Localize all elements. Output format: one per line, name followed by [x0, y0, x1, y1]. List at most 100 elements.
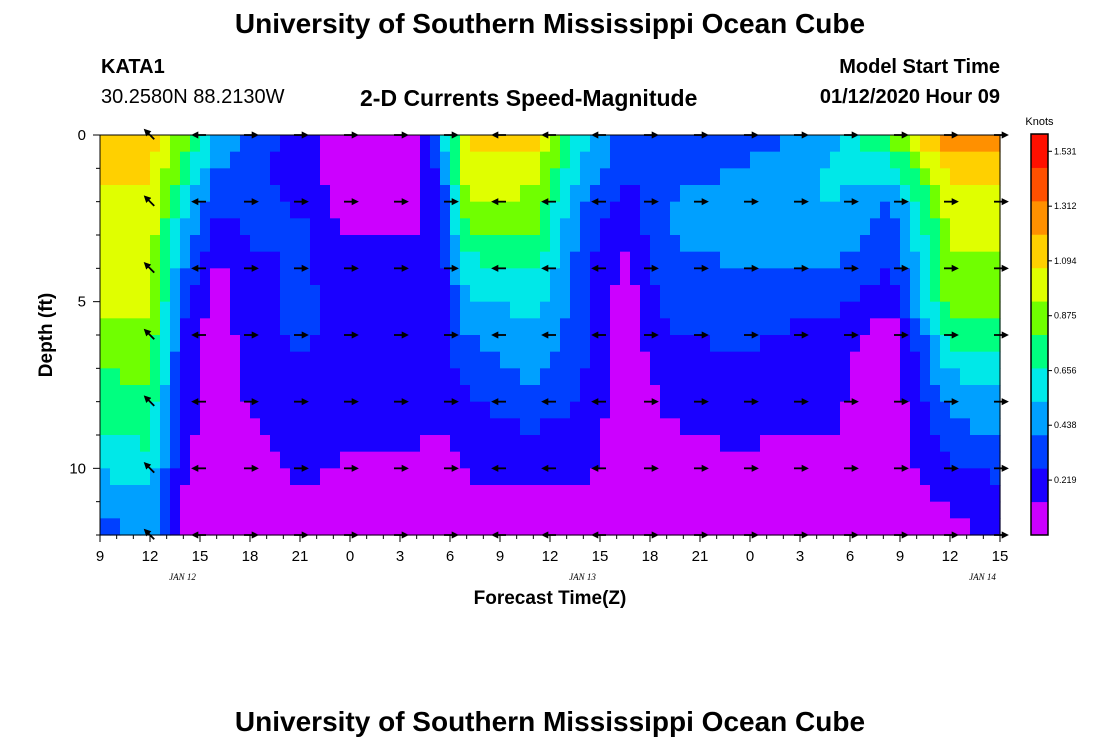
heatmap-cell	[750, 285, 761, 303]
heatmap-cell	[100, 418, 111, 436]
heatmap-cell	[200, 501, 211, 519]
heatmap-cell	[780, 168, 791, 186]
heatmap-cell	[780, 151, 791, 169]
heatmap-cell	[650, 485, 661, 503]
heatmap-cell	[110, 285, 121, 303]
heatmap-cell	[250, 418, 261, 436]
heatmap-cell	[740, 485, 751, 503]
heatmap-cell	[300, 318, 311, 336]
heatmap-cell	[680, 235, 691, 253]
heatmap-cell	[400, 451, 411, 469]
heatmap-cell	[500, 268, 511, 286]
heatmap-cell	[930, 185, 941, 203]
heatmap-cell	[850, 318, 861, 336]
heatmap-cell	[160, 151, 171, 169]
heatmap-cell	[560, 218, 571, 236]
heatmap-cell	[190, 185, 201, 203]
heatmap-cell	[410, 485, 421, 503]
heatmap-cell	[360, 168, 371, 186]
heatmap-cell	[290, 285, 301, 303]
heatmap-cell	[200, 251, 211, 269]
heatmap-cell	[520, 251, 531, 269]
heatmap-cell	[230, 385, 241, 403]
heatmap-cell	[760, 185, 771, 203]
heatmap-cell	[170, 451, 181, 469]
heatmap-cell	[450, 401, 461, 419]
heatmap-cell	[960, 301, 971, 319]
heatmap-cell	[380, 135, 391, 153]
heatmap-cell	[890, 335, 901, 353]
heatmap-cell	[440, 268, 451, 286]
heatmap-cell	[760, 285, 771, 303]
heatmap-cell	[620, 185, 631, 203]
heatmap-cell	[550, 485, 561, 503]
heatmap-cell	[430, 485, 441, 503]
heatmap-cell	[900, 485, 911, 503]
heatmap-cell	[270, 335, 281, 353]
heatmap-cell	[200, 218, 211, 236]
heatmap-cell	[960, 385, 971, 403]
heatmap-cell	[370, 151, 381, 169]
heatmap-cell	[140, 235, 151, 253]
heatmap-cell	[850, 401, 861, 419]
heatmap-cell	[270, 301, 281, 319]
heatmap-cell	[890, 368, 901, 386]
heatmap-cell	[220, 301, 231, 319]
heatmap-cell	[760, 218, 771, 236]
heatmap-cell	[590, 418, 601, 436]
heatmap-cell	[350, 151, 361, 169]
heatmap-cell	[830, 301, 841, 319]
heatmap-cell	[400, 285, 411, 303]
heatmap-cell	[100, 235, 111, 253]
heatmap-cell	[770, 285, 781, 303]
heatmap-cell	[910, 151, 921, 169]
heatmap-cell	[210, 518, 221, 536]
heatmap-cell	[770, 518, 781, 536]
heatmap-cell	[350, 185, 361, 203]
heatmap-cell	[300, 268, 311, 286]
heatmap-cell	[960, 368, 971, 386]
heatmap-cell	[240, 435, 251, 453]
heatmap-cell	[520, 418, 531, 436]
heatmap-cell	[370, 368, 381, 386]
heatmap-cell	[850, 235, 861, 253]
heatmap-cell	[680, 268, 691, 286]
heatmap-cell	[140, 218, 151, 236]
heatmap-cell	[170, 268, 181, 286]
heatmap-cell	[400, 435, 411, 453]
heatmap-cell	[610, 268, 621, 286]
heatmap-cell	[140, 351, 151, 369]
heatmap-cell	[540, 301, 551, 319]
heatmap-cell	[460, 335, 471, 353]
heatmap-cell	[580, 185, 591, 203]
heatmap-cell	[660, 168, 671, 186]
heatmap-cell	[790, 285, 801, 303]
heatmap-cell	[180, 185, 191, 203]
current-vector-arrow	[143, 328, 155, 340]
heatmap-cell	[500, 351, 511, 369]
heatmap-cell	[600, 268, 611, 286]
heatmap-cell	[570, 151, 581, 169]
heatmap-cell	[100, 168, 111, 186]
heatmap-cell	[190, 351, 201, 369]
heatmap-cell	[440, 368, 451, 386]
heatmap-cell	[940, 268, 951, 286]
heatmap-cell	[910, 468, 921, 486]
heatmap-cell	[140, 385, 151, 403]
heatmap-cell	[470, 318, 481, 336]
heatmap-cell	[570, 435, 581, 453]
heatmap-cell	[720, 218, 731, 236]
heatmap-cell	[520, 268, 531, 286]
heatmap-cell	[780, 318, 791, 336]
heatmap-cell	[610, 418, 621, 436]
heatmap-cell	[950, 185, 961, 203]
heatmap-cell	[590, 435, 601, 453]
heatmap-cell	[570, 518, 581, 536]
heatmap-cell	[550, 451, 561, 469]
heatmap-cell	[830, 251, 841, 269]
x-tick-label: 15	[192, 548, 209, 565]
heatmap-cell	[230, 351, 241, 369]
heatmap-cell	[100, 368, 111, 386]
heatmap-cell	[910, 285, 921, 303]
heatmap-cell	[580, 468, 591, 486]
